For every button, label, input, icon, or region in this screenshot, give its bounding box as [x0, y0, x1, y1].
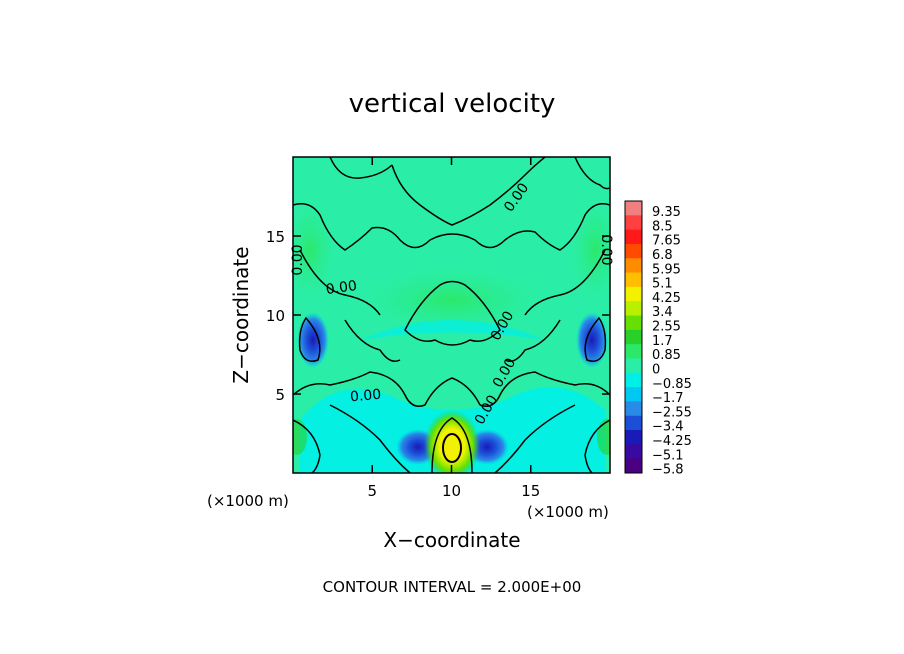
colorbar-swatch — [625, 444, 642, 460]
colorbar-swatch — [625, 372, 642, 388]
colorbar-label: 8.5 — [652, 219, 673, 234]
chart-title: vertical velocity — [349, 89, 556, 119]
y-axis-ticks: 5 10 15 — [266, 228, 610, 404]
contour-line — [299, 249, 381, 316]
contour-line — [329, 157, 393, 179]
y-axis-label: Z−coordinate — [229, 246, 253, 383]
colorbar-swatch — [625, 258, 642, 274]
colorbar-label: −0.85 — [652, 377, 692, 392]
colorbar-swatch — [625, 358, 642, 374]
contour-line — [584, 419, 610, 473]
colorbar-label: −2.55 — [652, 405, 692, 420]
colorbar-swatch — [625, 272, 642, 288]
colorbar-label: 4.25 — [652, 291, 681, 306]
contour-line — [479, 371, 610, 407]
contour-line — [293, 371, 426, 407]
contour-interval-note: CONTOUR INTERVAL = 2.000E+00 — [323, 578, 582, 596]
colorbar: 9.358.57.656.85.955.14.253.42.551.70.850… — [624, 200, 692, 478]
colorbar-swatch — [625, 344, 642, 359]
colorbar-swatch — [625, 415, 642, 431]
contour-line — [404, 280, 501, 346]
colorbar-swatch — [625, 229, 642, 245]
colorbar-swatch — [625, 201, 642, 216]
region-right-lobe — [565, 190, 610, 310]
x-unit-label-right: (×1000 m) — [527, 503, 609, 521]
x-tick-label: 10 — [442, 482, 461, 500]
y-tick-label: 15 — [266, 228, 285, 246]
colorbar-label: 0.85 — [652, 348, 681, 363]
contour-line — [574, 157, 610, 190]
contour-lines — [293, 157, 610, 473]
region-left-lobe — [293, 190, 340, 310]
contour-line — [584, 316, 607, 362]
colorbar-label: 9.35 — [652, 205, 681, 220]
colorbar-label: 7.65 — [652, 234, 681, 249]
colorbar-label: −5.8 — [652, 463, 684, 478]
contour-line — [293, 203, 610, 251]
x-unit-label-left: (×1000 m) — [207, 492, 289, 510]
y-tick-label: 10 — [266, 307, 285, 325]
colorbar-swatch — [625, 215, 642, 231]
colorbar-swatch — [625, 301, 642, 317]
contour-line — [524, 249, 606, 316]
colorbar-swatch — [625, 243, 642, 259]
right-edge-green — [597, 419, 610, 455]
colorbar-label: 3.4 — [652, 305, 673, 320]
updraft-core — [442, 433, 462, 463]
colorbar-frame — [624, 200, 643, 474]
colorbar-label: −3.4 — [652, 420, 684, 435]
colorbar-swatch — [625, 401, 642, 417]
contour-label: 0.00 — [325, 278, 358, 298]
contour-line — [344, 319, 401, 362]
contour-line — [494, 404, 576, 473]
contour-line — [504, 319, 561, 362]
colorbar-swatch — [625, 458, 642, 474]
contour-label: 0.00 — [290, 244, 306, 275]
region-cyan-upper — [360, 320, 545, 340]
contour-field — [293, 157, 610, 473]
colorbar-swatch — [625, 387, 642, 402]
colorbar-label: 5.1 — [652, 277, 673, 292]
contour-line — [329, 404, 411, 473]
contour-label: 0.00 — [598, 234, 614, 265]
colorbar-swatch — [625, 329, 642, 345]
x-tick-label: 5 — [367, 482, 377, 500]
contour-line — [431, 417, 473, 473]
left-edge-green — [293, 419, 307, 455]
colorbar-label: 6.8 — [652, 248, 673, 263]
colorbar-label: 1.7 — [652, 334, 673, 349]
x-axis-ticks: 5 10 15 — [367, 157, 540, 500]
colorbar-label: −1.7 — [652, 391, 684, 406]
contour-line — [293, 419, 321, 473]
x-axis-label: X−coordinate — [383, 528, 520, 552]
downdraft-left-edge — [297, 312, 329, 368]
x-tick-label: 15 — [521, 482, 540, 500]
colorbar-label: −5.1 — [652, 448, 684, 463]
downdraft-right-edge — [576, 312, 608, 368]
contour-line — [298, 316, 321, 362]
colorbar-label: 0 — [652, 362, 660, 377]
region-upper-band — [342, 260, 562, 340]
contour-line — [424, 377, 481, 406]
colorbar-swatch — [625, 430, 642, 445]
colorbar-swatch — [625, 315, 642, 331]
colorbar-label: −4.25 — [652, 434, 692, 449]
contour-label: 0.00 — [349, 387, 381, 406]
y-tick-label: 5 — [275, 386, 285, 404]
colorbar-swatch — [625, 286, 642, 302]
contour-line — [391, 157, 546, 226]
colorbar-label: 2.55 — [652, 320, 681, 335]
colorbar-label: 5.95 — [652, 262, 681, 277]
